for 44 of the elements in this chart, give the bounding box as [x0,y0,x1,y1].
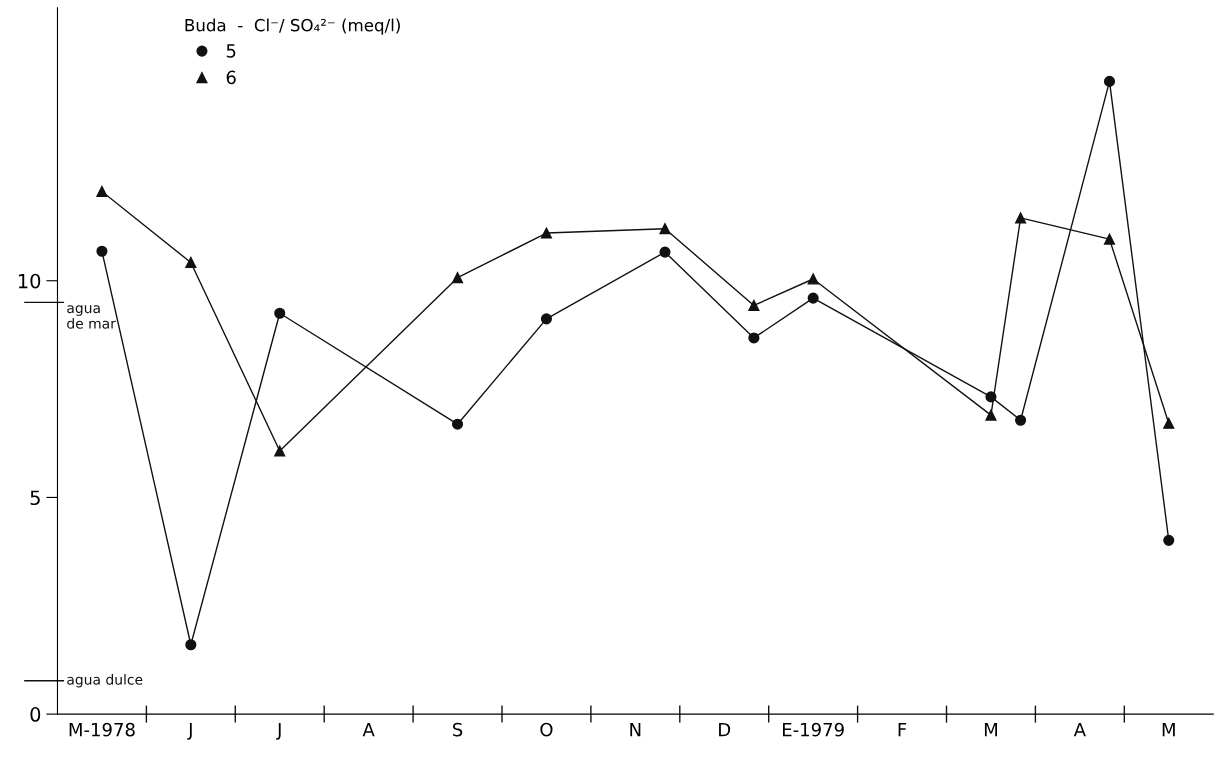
x-tick-label: F [898,722,907,737]
x-tick-label: M [1162,722,1175,737]
x-tick-label: S [453,722,463,737]
x-tick-label: M-1978 [69,722,135,737]
point [748,299,760,311]
y-tick-label: 5 [30,490,40,506]
point [1015,414,1027,426]
point [96,185,108,198]
point [96,245,108,257]
legend-label: 5 [226,44,236,58]
x-tick-label: A [362,722,375,737]
point [1103,233,1116,245]
point [451,418,464,430]
x-tick-label: A [1073,722,1086,737]
ref-line-label: agua de mar [67,305,116,329]
x-tick-label: M [984,722,997,737]
point [1163,534,1175,546]
point [451,272,464,284]
point [274,307,286,319]
y-tick-label: 10 [18,273,41,289]
y-tick-label: 0 [30,707,41,722]
x-tick-label: O [540,722,553,737]
point [1163,417,1175,429]
point [807,273,819,285]
legend-label: 6 [226,70,236,85]
point [748,332,760,344]
x-tick-label: E-1979 [782,722,844,737]
point [540,227,553,239]
point [985,409,997,421]
point [185,639,197,651]
x-tick-label: J [276,722,281,740]
x-tick-label: D [719,722,731,737]
ref-line-label: agua dulce [67,674,143,688]
point [659,223,671,235]
point [540,313,553,325]
x-tick-label: N [630,722,641,737]
point [807,292,819,304]
point [659,246,671,258]
x-tick-label: J [187,722,192,740]
point [1015,212,1027,224]
point [185,256,197,269]
legend-title: Buda - Cl⁻/ SO₄²⁻ (meq/l) [185,18,400,35]
point [274,445,286,457]
point [1103,75,1116,87]
